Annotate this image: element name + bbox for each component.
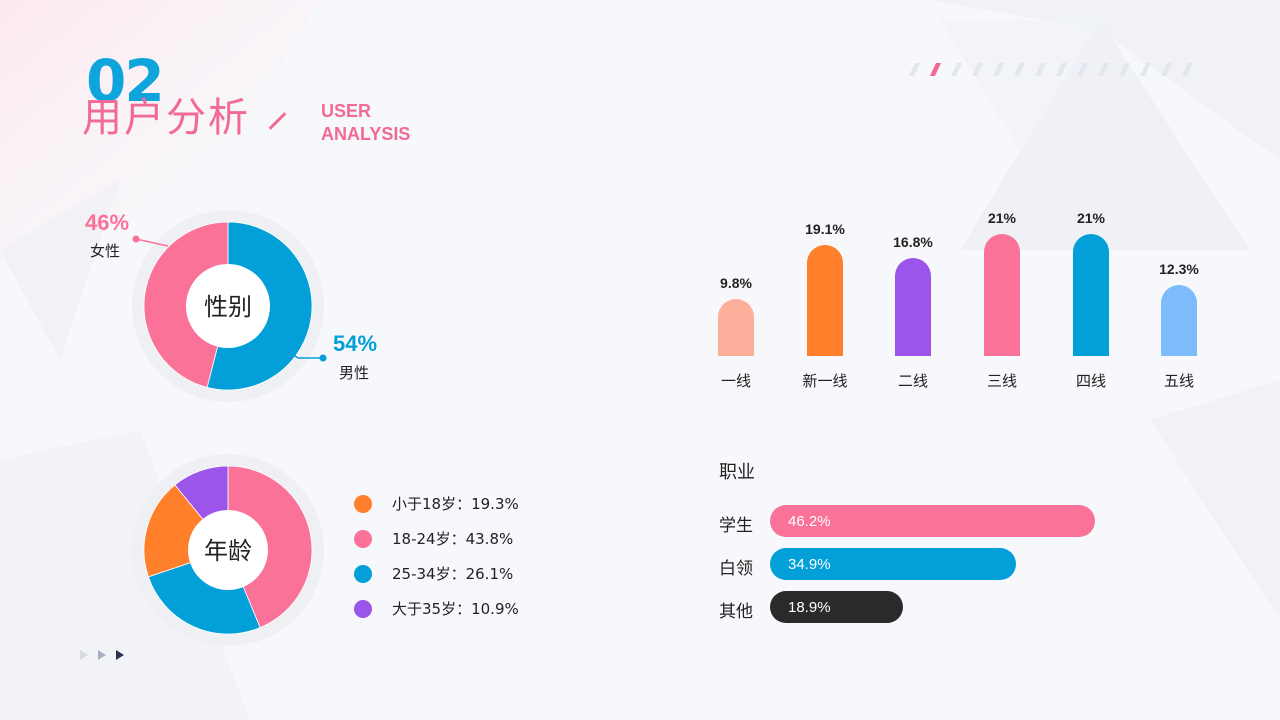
legend-text: 小于18岁：19.3%: [392, 495, 519, 513]
page-subtitle: USER ANALYSIS: [321, 100, 410, 146]
city-category-label: 一线: [720, 372, 751, 390]
age-donut-hole: [188, 510, 268, 590]
legend-swatch: [354, 494, 372, 513]
city-value-label: 21%: [1076, 210, 1106, 226]
male-leader-line-2: [291, 353, 299, 359]
city-value-label: 19.1%: [805, 221, 845, 238]
city-bar: [895, 258, 931, 356]
male-percent: 54%: [333, 331, 378, 356]
city-category-label: 二线: [897, 372, 928, 390]
legend-item: 小于18岁：19.3%: [354, 486, 519, 521]
arrow-right-icon: [116, 650, 124, 660]
occupation-category-label: 其他: [719, 602, 753, 622]
gender-donut-hole: [186, 264, 270, 348]
occupation-category-label: 学生: [719, 516, 753, 536]
occupation-title: 职业: [719, 462, 755, 483]
legend-text: 25-34岁：26.1%: [392, 565, 514, 583]
occupation-bar: 34.9%: [770, 548, 1016, 580]
arrow-right-icon: [80, 650, 88, 660]
female-percent: 46%: [85, 210, 130, 235]
city-category-label: 三线: [986, 372, 1017, 390]
legend-item: 大于35岁：10.9%: [354, 591, 519, 626]
age-legend: 小于18岁：19.3% 18-24岁：43.8% 25-34岁：26.1% 大于…: [354, 486, 519, 626]
city-bar: [718, 299, 754, 356]
gender-callout-lines: [132, 235, 327, 362]
legend-swatch: [354, 564, 372, 583]
age-donut-chart: 年龄: [132, 454, 324, 646]
male-leader-dot: [319, 354, 327, 362]
female-leader-line: [135, 238, 169, 247]
occupation-bar: 18.9%: [770, 591, 903, 623]
city-category-label: 五线: [1163, 372, 1194, 390]
subtitle-line-1: USER: [321, 101, 372, 121]
legend-item: 18-24岁：43.8%: [354, 521, 519, 556]
page-title: 用户分析: [82, 95, 250, 141]
city-value-label: 16.8%: [893, 234, 933, 251]
gender-chart-title: 性别: [204, 293, 252, 321]
age-chart-title: 年龄: [204, 537, 252, 565]
arrow-right-icon: [98, 650, 106, 660]
female-leader-dot: [132, 235, 140, 243]
city-category-label: 新一线: [802, 372, 848, 390]
legend-text: 大于35岁：10.9%: [392, 600, 519, 618]
section-number: 02: [86, 47, 165, 115]
city-bar: [1161, 284, 1197, 356]
occupation-bar: 46.2%: [770, 505, 1095, 537]
city-value-label: 9.8%: [720, 275, 752, 292]
legend-item: 25-34岁：26.1%: [354, 556, 519, 591]
male-label: 男性: [339, 364, 370, 382]
legend-swatch: [354, 599, 372, 618]
age-slice: [227, 465, 313, 629]
gender-donut-chart: 性别: [132, 210, 324, 402]
legend-swatch: [354, 529, 372, 548]
city-category-label: 四线: [1075, 372, 1106, 390]
occupation-category-label: 白领: [719, 559, 753, 579]
subtitle-line-2: ANALYSIS: [321, 124, 411, 144]
city-bar: [1073, 234, 1109, 356]
city-bar: [984, 234, 1020, 356]
city-value-label: 12.3%: [1159, 260, 1199, 277]
legend-text: 18-24岁：43.8%: [392, 530, 514, 548]
city-bar: [807, 245, 843, 356]
nav-arrows: [80, 650, 124, 660]
city-value-label: 21%: [987, 210, 1017, 226]
female-label: 女性: [90, 242, 121, 260]
